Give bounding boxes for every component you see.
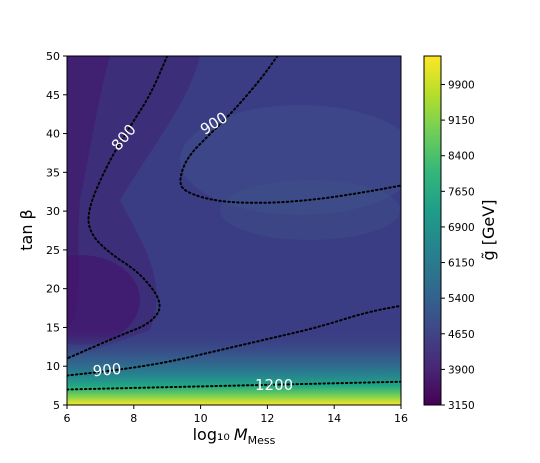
x-axis-ticks: 6 8 10 12 14 16 bbox=[64, 405, 408, 425]
y-tick-label: 40 bbox=[46, 128, 60, 141]
x-tick-label: 6 bbox=[64, 412, 71, 425]
x-axis-label: log₁₀ MMess bbox=[193, 425, 276, 447]
colorbar-tick-label: 9150 bbox=[448, 115, 475, 127]
y-axis-label: tan β bbox=[17, 209, 36, 251]
colorbar-label: g̃ [GeV] bbox=[479, 200, 498, 261]
colorbar-tick-label: 7650 bbox=[448, 186, 475, 198]
plot-frame bbox=[66, 55, 402, 406]
colorbar-tick-label: 4650 bbox=[448, 329, 475, 341]
colorbar-tick-label: 6900 bbox=[448, 222, 475, 234]
contour-line-900 bbox=[179, 56, 401, 204]
colorbar-tick-label: 3150 bbox=[448, 400, 475, 412]
heatmap-field bbox=[67, 56, 401, 405]
x-tick-label: 16 bbox=[394, 412, 408, 425]
y-tick-label: 45 bbox=[46, 89, 60, 102]
contour-line-900 bbox=[67, 304, 401, 377]
y-tick-label: 25 bbox=[46, 244, 60, 257]
y-tick-label: 50 bbox=[46, 50, 60, 63]
colorbar-ticks: 3150 3900 4650 5400 6150 6900 7650 8400 9150 9900 bbox=[441, 79, 475, 412]
colorbar-tick-label: 9900 bbox=[448, 79, 475, 91]
colorbar-tick-label: 8400 bbox=[448, 151, 475, 163]
contour-line-1200 bbox=[67, 380, 401, 391]
colorbar-gradient bbox=[423, 55, 442, 406]
y-tick-label: 10 bbox=[46, 360, 60, 373]
y-tick-label: 30 bbox=[46, 205, 60, 218]
contour-lines bbox=[67, 56, 401, 391]
colorbar: 3150 3900 4650 5400 6150 6900 7650 8400 9150 9900… bbox=[423, 55, 498, 412]
y-tick-label: 35 bbox=[46, 166, 60, 179]
contour-label-1200: 1200 bbox=[255, 376, 293, 394]
colorbar-tick-label: 3900 bbox=[448, 364, 475, 376]
y-tick-label: 5 bbox=[53, 399, 60, 412]
colorbar-tick-label: 6150 bbox=[448, 258, 475, 270]
y-tick-label: 20 bbox=[46, 283, 60, 296]
contour-label-900: 900 bbox=[92, 360, 122, 380]
y-axis-ticks: 5 10 15 20 25 30 35 40 45 50 bbox=[46, 50, 67, 412]
y-tick-label: 15 bbox=[46, 321, 60, 334]
x-tick-label: 14 bbox=[327, 412, 341, 425]
x-tick-label: 12 bbox=[260, 412, 274, 425]
colorbar-tick-label: 5400 bbox=[448, 293, 475, 305]
x-tick-label: 10 bbox=[194, 412, 208, 425]
contour-line-800 bbox=[67, 56, 169, 360]
x-tick-label: 8 bbox=[130, 412, 137, 425]
